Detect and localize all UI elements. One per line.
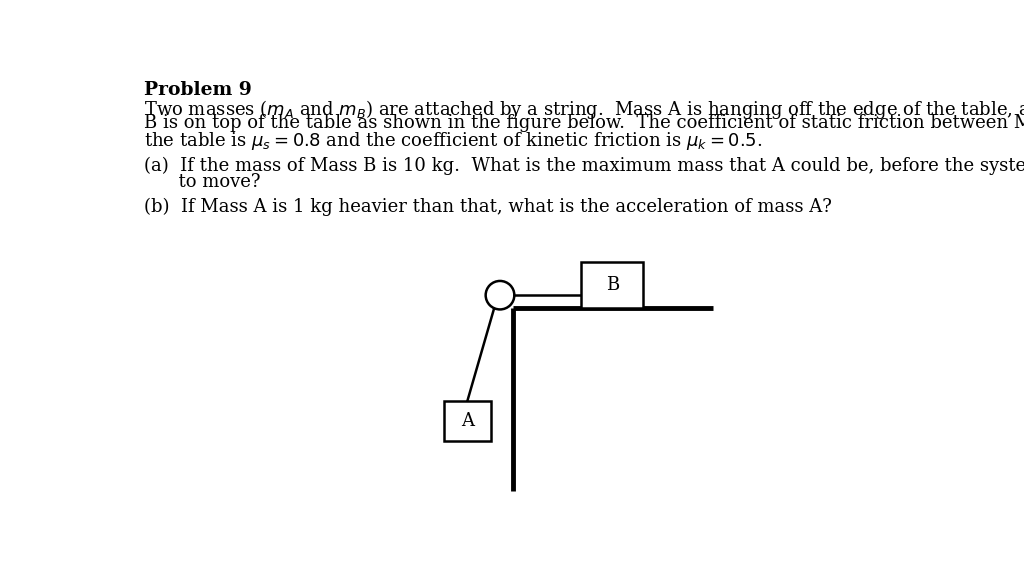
Text: (a)  If the mass of Mass B is 10 kg.  What is the maximum mass that A could be, : (a) If the mass of Mass B is 10 kg. What… bbox=[143, 156, 1024, 175]
Text: A: A bbox=[461, 412, 474, 430]
Text: (b)  If Mass A is 1 kg heavier than that, what is the acceleration of mass A?: (b) If Mass A is 1 kg heavier than that,… bbox=[143, 198, 831, 217]
Bar bbox=[444, 401, 490, 441]
Text: B: B bbox=[606, 276, 618, 294]
Text: Problem 9: Problem 9 bbox=[143, 81, 251, 99]
Text: to move?: to move? bbox=[143, 173, 260, 191]
Text: B is on top of the table as shown in the figure below.  The coefficient of stati: B is on top of the table as shown in the… bbox=[143, 114, 1024, 132]
Text: the table is $\mu_s = 0.8$ and the coefficient of kinetic friction is $\mu_k = 0: the table is $\mu_s = 0.8$ and the coeff… bbox=[143, 130, 762, 153]
Text: Two masses ($m_A$ and $m_B$) are attached by a string.  Mass A is hanging off th: Two masses ($m_A$ and $m_B$) are attache… bbox=[143, 98, 1024, 121]
Bar bbox=[582, 262, 643, 308]
